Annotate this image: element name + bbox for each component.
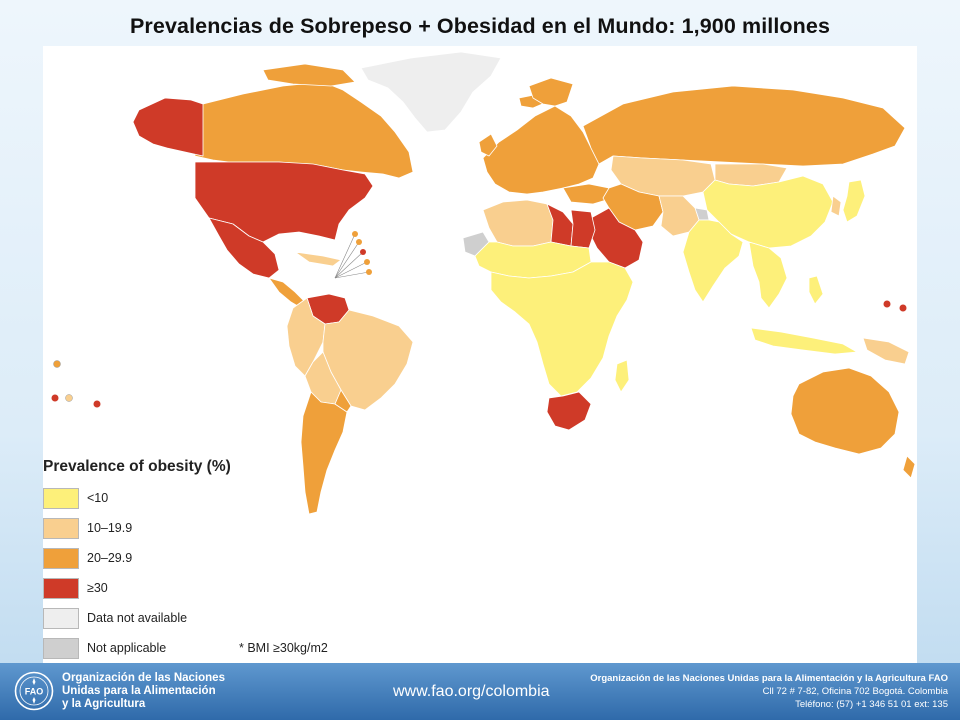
pacific-island-markers <box>51 300 907 408</box>
legend-swatch <box>43 578 79 599</box>
region-madagascar <box>614 359 630 393</box>
address-line: Cll 72 # 7-82, Oficina 702 Bogotá. Colom… <box>762 686 948 697</box>
region-new-guinea <box>862 337 910 365</box>
region-canada <box>190 81 414 179</box>
legend-label: ≥30 <box>87 581 108 595</box>
legend-item: <10 <box>43 488 303 510</box>
legend-swatch <box>43 518 79 539</box>
legend-item: 20–29.9 <box>43 548 303 570</box>
region-korea <box>830 195 842 217</box>
region-mexico <box>208 217 280 279</box>
region-philippines <box>808 275 824 305</box>
legend-item: ≥30 <box>43 578 303 600</box>
legend-item: 10–19.9 <box>43 518 303 540</box>
footer-bar: FAO Organización de las Naciones Unidas … <box>0 663 960 720</box>
slide-title: Prevalencias de Sobrepeso + Obesidad en … <box>129 14 831 38</box>
region-uruguay <box>334 389 352 413</box>
region-sub-saharan-africa <box>490 261 634 397</box>
legend-label: 20–29.9 <box>87 551 133 565</box>
legend-label: 10–19.9 <box>87 521 133 535</box>
region-indonesia <box>750 327 858 355</box>
contact-address: Organización de las Naciones Unidas para… <box>590 672 948 711</box>
legend-label: Not applicable <box>87 641 167 655</box>
region-canada-islands <box>262 63 356 87</box>
organization-name: Organización de las Naciones Unidas para… <box>62 672 262 711</box>
address-line: Teléfono: (57) +1 346 51 01 ext: 135 <box>795 699 948 710</box>
region-egypt <box>570 209 596 249</box>
region-new-zealand <box>902 455 916 479</box>
region-australia <box>790 367 900 455</box>
region-uk-ireland <box>478 133 498 157</box>
legend-swatch <box>43 548 79 569</box>
region-saudi-arabia <box>588 207 644 269</box>
region-south-africa <box>546 391 592 431</box>
org-name-line: Organización de las Naciones <box>62 672 225 684</box>
legend-title: Prevalence of obesity (%) <box>43 458 231 475</box>
caribbean-island-markers <box>352 231 372 275</box>
region-russia <box>582 85 906 167</box>
caribbean-pointers <box>334 233 370 279</box>
region-caribbean <box>294 251 342 267</box>
legend-swatch <box>43 488 79 509</box>
region-india <box>682 219 744 303</box>
fao-logo-text: FAO <box>25 687 44 697</box>
region-japan <box>842 179 866 223</box>
world-obesity-map <box>51 51 916 515</box>
region-southeast-asia <box>748 241 788 309</box>
address-line: Organización de las Naciones Unidas para… <box>590 673 948 684</box>
region-europe <box>482 105 600 195</box>
map-legend: Prevalence of obesity (%) <10 10–19.9 20… <box>43 458 343 663</box>
legend-label: <10 <box>87 491 109 505</box>
legend-note: * BMI ≥30kg/m2 <box>239 641 328 655</box>
legend-item: Data not available <box>43 608 303 630</box>
region-scandinavia <box>528 77 574 107</box>
region-alaska <box>132 97 204 157</box>
fao-logo: FAO <box>14 671 54 711</box>
org-name-line: y la Agricultura <box>62 698 146 710</box>
region-greenland <box>360 51 502 133</box>
legend-swatch <box>43 638 79 659</box>
region-maghreb <box>482 199 554 247</box>
website-link[interactable]: www.fao.org/colombia <box>393 683 550 700</box>
region-iran-iraq <box>602 183 664 231</box>
legend-item: Not applicable <box>43 638 303 660</box>
world-map-panel: Prevalence of obesity (%) <10 10–19.9 20… <box>43 46 917 663</box>
org-name-line: Unidas para la Alimentación <box>62 685 216 697</box>
region-central-asia <box>610 155 716 197</box>
legend-swatch <box>43 608 79 629</box>
legend-label: Data not available <box>87 611 188 625</box>
